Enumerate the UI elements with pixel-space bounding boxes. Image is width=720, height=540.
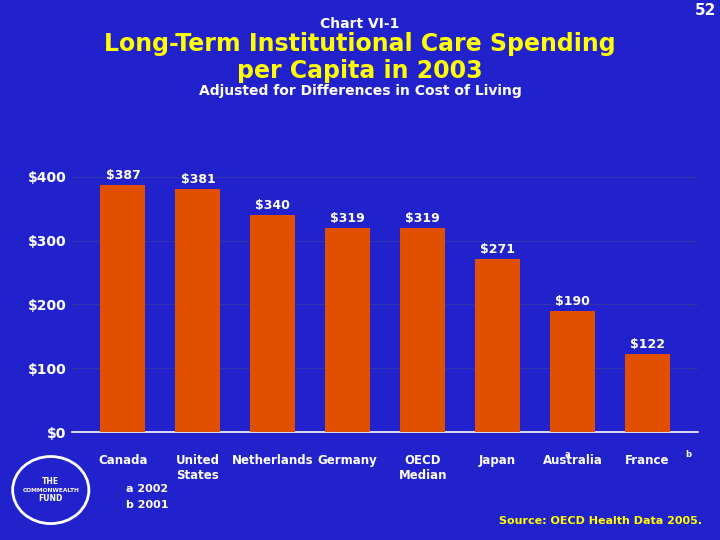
Text: a: a <box>565 450 571 459</box>
Text: Long-Term Institutional Care Spending
per Capita in 2003: Long-Term Institutional Care Spending pe… <box>104 32 616 83</box>
Bar <box>625 354 670 432</box>
Bar <box>325 228 370 432</box>
Bar <box>176 189 220 432</box>
Text: OECD
Median: OECD Median <box>398 454 447 482</box>
Text: Japan: Japan <box>479 454 516 467</box>
Text: Australia: Australia <box>543 454 603 467</box>
Bar <box>550 310 595 432</box>
Bar <box>251 215 295 432</box>
Text: a 2002: a 2002 <box>126 484 168 494</box>
Text: $271: $271 <box>480 243 515 256</box>
Bar <box>101 185 145 432</box>
Text: b 2001: b 2001 <box>126 500 168 510</box>
Text: Source: OECD Health Data 2005.: Source: OECD Health Data 2005. <box>499 516 702 526</box>
Text: THE: THE <box>42 477 59 486</box>
Text: Chart VI-1: Chart VI-1 <box>320 17 400 31</box>
Text: $319: $319 <box>405 212 440 225</box>
Text: $319: $319 <box>330 212 365 225</box>
Text: Germany: Germany <box>318 454 377 467</box>
Text: $340: $340 <box>256 199 290 212</box>
Bar <box>400 228 445 432</box>
Text: France: France <box>625 454 670 467</box>
Text: $122: $122 <box>630 338 665 351</box>
Text: United
States: United States <box>176 454 220 482</box>
Text: Canada: Canada <box>98 454 148 467</box>
Bar <box>475 259 520 432</box>
Text: 52: 52 <box>695 3 716 18</box>
Text: COMMONWEALTH: COMMONWEALTH <box>22 488 79 492</box>
Text: $190: $190 <box>555 294 590 308</box>
Text: Netherlands: Netherlands <box>232 454 314 467</box>
Text: Adjusted for Differences in Cost of Living: Adjusted for Differences in Cost of Livi… <box>199 84 521 98</box>
Text: b: b <box>685 450 691 459</box>
Text: $381: $381 <box>181 173 215 186</box>
Text: $387: $387 <box>106 169 140 182</box>
Text: FUND: FUND <box>39 494 63 503</box>
